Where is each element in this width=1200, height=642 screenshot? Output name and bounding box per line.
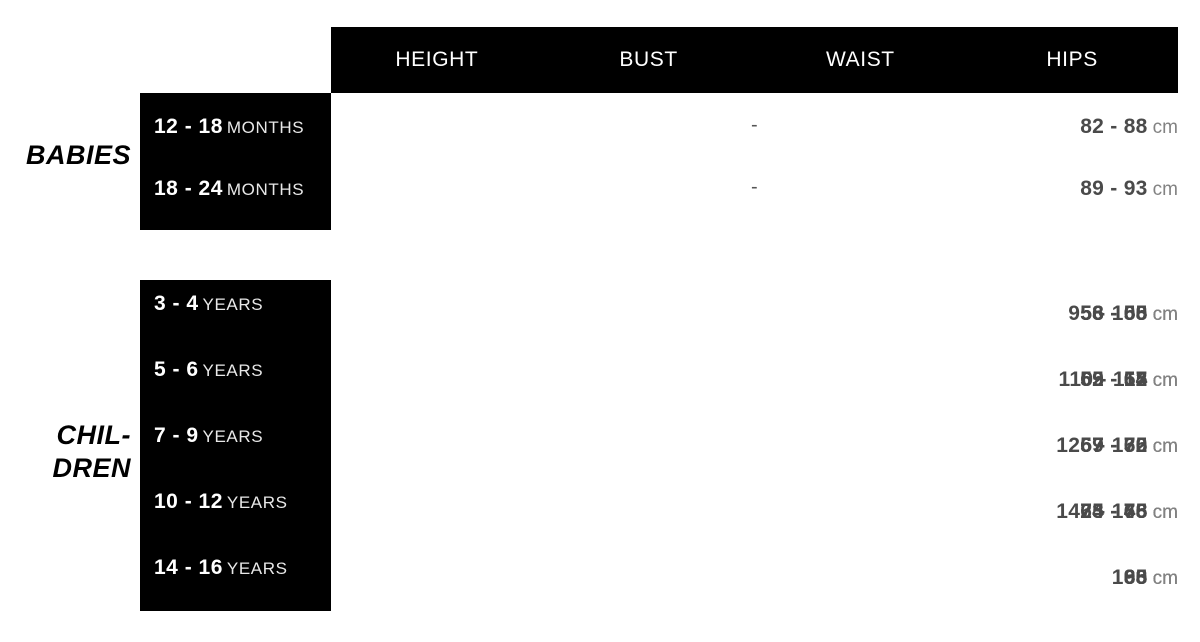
cell-unit: cm [1152,568,1178,589]
group-label-children: CHIL- DREN [52,419,131,485]
cell-unit: cm [1152,304,1178,325]
cell-value: 67 - 72 [1080,434,1148,457]
header-bar [331,27,1178,93]
cell-unit: cm [1152,304,1178,325]
cell-value: 73 - 76 [1080,500,1148,523]
age-unit: YEARS [202,427,264,446]
cell-value: 53 - 55 [1080,302,1148,325]
age-label-box-children [140,280,331,611]
group-label-children-line-1: CHIL- [56,420,131,450]
column-header-bust: BUST [619,48,678,71]
cell-unit: cm [1152,370,1178,391]
cell-value: 125 - 135 [1056,434,1148,457]
age-unit: YEARS [202,361,264,380]
cell-unit: cm [1152,502,1178,523]
cell-unit: cm [1152,436,1178,457]
cell-value: - [751,115,758,136]
age-range: 7 - 9 [154,424,199,447]
cell-unit: cm [1152,568,1178,589]
group-label-babies: BABIES [26,139,131,172]
column-header-height: HEIGHT [395,48,479,71]
cell-value: - [751,115,758,136]
cell-value: 68 [1123,566,1148,589]
age-label-box-babies [140,93,331,230]
cell-value: 67 - 70 [1080,434,1148,457]
column-header-hips: HIPS [1046,48,1098,71]
cell-value: - [751,177,758,198]
column-header-waist: WAIST [826,48,895,71]
cell-value: - [751,177,758,198]
age-range: 3 - 4 [154,292,199,315]
cell-unit: cm [1152,568,1178,589]
cell-value: - [751,177,758,198]
age-unit: YEARS [226,493,288,512]
cell-unit: cm [1152,370,1178,391]
cell-unit: cm [1152,370,1178,391]
cell-unit: cm [1152,370,1178,391]
cell-unit: cm [1152,117,1178,138]
cell-value: 75 - 78 [1080,500,1148,523]
age-unit: YEARS [202,295,264,314]
age-unit: MONTHS [226,118,305,137]
cell-unit: cm [1152,436,1178,457]
cell-value: 55 - 57 [1080,368,1148,391]
cell-value: - [751,115,758,136]
cell-unit: cm [1152,502,1178,523]
cell-unit: cm [1152,502,1178,523]
cell-value: 95 - 105 [1068,302,1148,325]
cell-value: 56 - 58 [1080,302,1148,325]
cell-value: 90 [1123,566,1148,589]
age-unit: MONTHS [226,180,305,199]
cell-value: 142 - 148 [1056,500,1148,523]
group-label-babies-line-1: BABIES [25,140,131,170]
cell-unit: cm [1152,304,1178,325]
cell-value: 64 - 65 [1080,500,1148,523]
cell-unit: cm [1152,436,1178,457]
cell-value: 59 - 60 [1080,434,1148,457]
cell-value: 110 - 115 [1058,368,1148,391]
cell-unit: cm [1152,304,1178,325]
cell-value: 89 - 93 [1080,177,1148,200]
header-row: HEIGHT BUST WAIST HIPS [331,27,1178,93]
cell-value: 58 - 60 [1080,302,1148,325]
age-range: 14 - 16 [154,556,223,579]
age-unit: YEARS [226,559,288,578]
cell-unit: cm [1152,436,1178,457]
cell-unit: cm [1152,568,1178,589]
cell-value: 165 [1111,566,1148,589]
age-range: 10 - 12 [154,490,223,513]
cell-value: 59 - 62 [1080,368,1148,391]
cell-unit: cm [1152,502,1178,523]
age-range: 5 - 6 [154,358,199,381]
cell-value: 82 - 88 [1080,115,1148,138]
cell-value: 62 - 64 [1080,368,1148,391]
age-range: 12 - 18 [154,115,223,138]
cell-unit: cm [1152,179,1178,200]
group-label-children-line-2: DREN [52,453,131,483]
age-range: 18 - 24 [154,177,223,200]
cell-value: 83 [1123,566,1148,589]
